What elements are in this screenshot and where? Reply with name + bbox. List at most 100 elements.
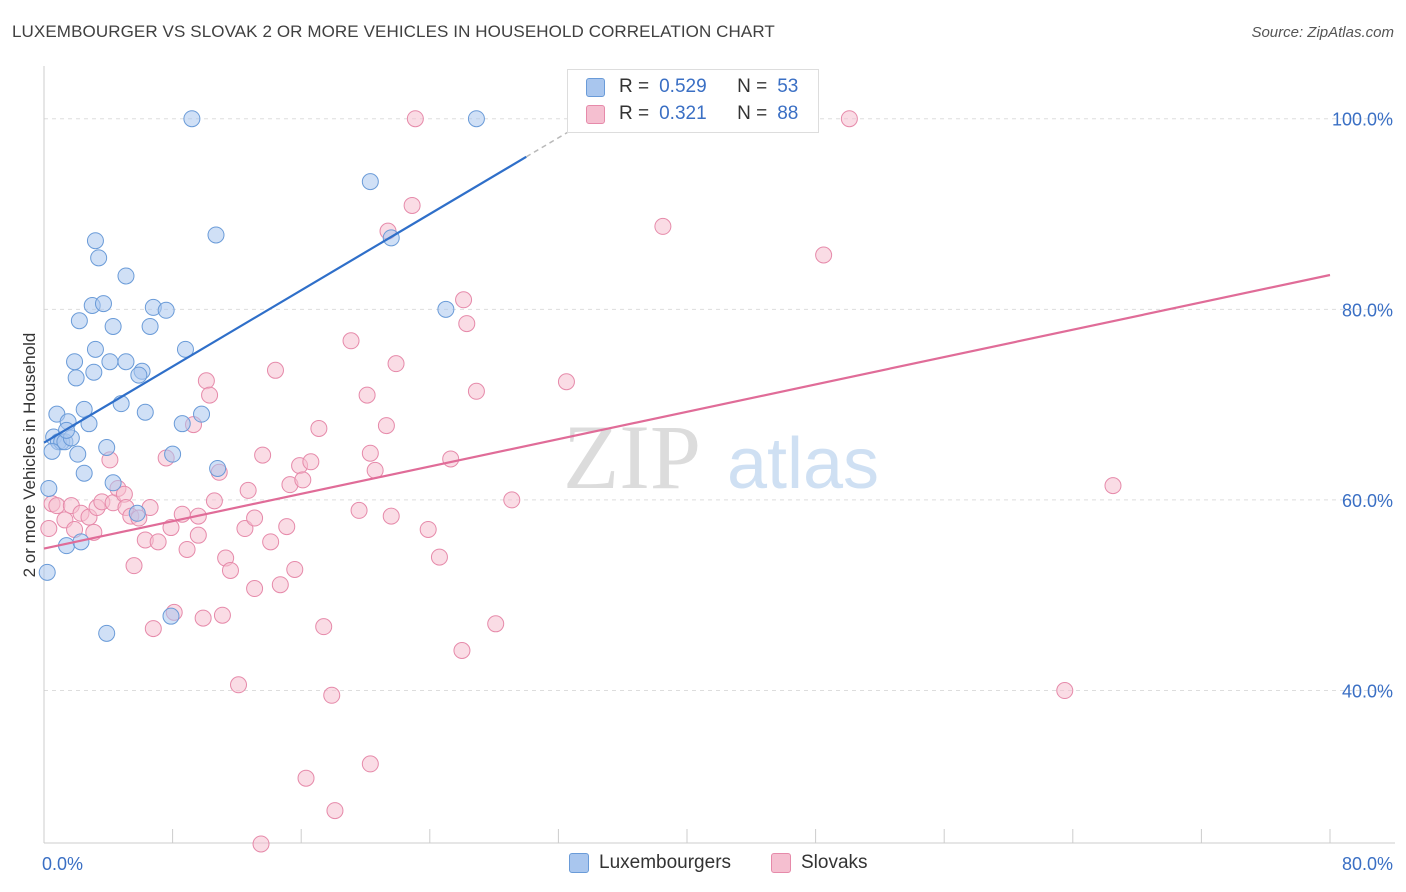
luxembourger-point: [67, 369, 85, 387]
luxembourger-point: [90, 249, 108, 267]
slovak-point: [557, 373, 575, 391]
luxembourger-point: [162, 607, 180, 625]
source-label: Source: ZipAtlas.com: [1251, 24, 1394, 41]
luxembourger-point: [164, 445, 182, 463]
slovak-point: [361, 755, 379, 773]
watermark: ZIP atlas: [563, 406, 879, 508]
legend-r-label: R =: [619, 76, 650, 97]
slovak-point: [252, 835, 270, 853]
slovak-point: [254, 446, 272, 464]
slovak-point: [406, 110, 424, 128]
slovak-point: [654, 217, 672, 235]
legend-r-label: R =: [619, 103, 650, 124]
luxembourger-point: [86, 340, 104, 358]
luxembourger-point: [209, 459, 227, 477]
legend-label-luxembourgers: Luxembourgers: [599, 852, 732, 873]
slovak-point: [358, 386, 376, 404]
legend-swatch-pink: [586, 104, 605, 124]
luxembourger-point: [98, 624, 116, 642]
slovak-point: [278, 518, 296, 536]
y-tick-label: 100.0%: [1332, 110, 1393, 130]
legend-item-slovaks: Slovaks: [771, 852, 868, 874]
axes: [43, 66, 1395, 844]
slovak-point: [315, 618, 333, 636]
legend-item-luxembourgers: Luxembourgers: [569, 852, 731, 874]
legend-n-label: N =: [737, 103, 768, 124]
slovak-point: [201, 386, 219, 404]
luxembourger-point: [207, 226, 225, 244]
luxembourger-point: [94, 295, 112, 313]
luxembourger-point: [70, 312, 88, 330]
slovak-point: [403, 196, 421, 214]
slovak-point: [236, 520, 254, 538]
slovak-point: [194, 609, 212, 627]
luxembourger-point: [98, 439, 116, 457]
y-tick-label: 40.0%: [1342, 682, 1393, 702]
legend-row-slovaks: R = 0.321 N = 88: [586, 102, 798, 126]
luxembourger-point: [66, 353, 84, 371]
slovak-point: [48, 497, 66, 515]
slovak-point: [350, 501, 368, 519]
slovak-point: [246, 509, 264, 527]
slovak-point: [213, 606, 231, 624]
luxembourger-point: [467, 110, 485, 128]
watermark-atlas: atlas: [727, 424, 879, 504]
legend-swatch-blue: [586, 77, 605, 97]
x-tick-label-max: 80.0%: [1342, 854, 1393, 874]
slovak-point: [453, 641, 471, 659]
luxembourger-point: [176, 340, 194, 358]
slovak-point: [266, 361, 284, 379]
legend-n-label: N =: [737, 76, 768, 97]
slovak-point: [382, 507, 400, 525]
slovak-point: [271, 576, 289, 594]
luxembourger-point: [130, 366, 148, 384]
luxembourger-point: [136, 403, 154, 421]
slovak-point: [310, 419, 328, 437]
slovak-point: [503, 491, 521, 509]
slovak-point: [294, 471, 312, 489]
legend-swatch-luxembourgers: [569, 853, 589, 873]
y-tick-label: 60.0%: [1342, 491, 1393, 511]
slovak-point: [246, 580, 264, 598]
slovak-point: [230, 676, 248, 694]
slovak-point: [197, 372, 215, 390]
luxembourger-point: [173, 415, 191, 433]
stats-legend: R = 0.529 N = 53 R = 0.321 N = 88: [567, 69, 819, 133]
watermark-zip: ZIP: [563, 406, 701, 508]
luxembourger-point: [104, 317, 122, 335]
luxembourger-point: [69, 445, 87, 463]
slovak-point: [377, 417, 395, 435]
slovak-point: [487, 615, 505, 633]
slovak-point: [361, 444, 379, 462]
luxembourger-point: [117, 267, 135, 285]
luxembourger-point: [183, 110, 201, 128]
slovak-point: [467, 382, 485, 400]
luxembourger-point: [80, 415, 98, 433]
slovak-point: [221, 561, 239, 579]
legend-swatch-slovaks: [771, 853, 791, 873]
slovak-point: [297, 769, 315, 787]
luxembourger-point: [86, 232, 104, 250]
slovak-point: [286, 560, 304, 578]
slovak-point: [840, 110, 858, 128]
slovak-point: [125, 557, 143, 575]
luxembourger-point: [157, 301, 175, 319]
legend-r-value: 0.529: [659, 76, 707, 97]
luxembourger-point: [85, 363, 103, 381]
slovak-point: [149, 533, 167, 551]
slovak-point: [430, 548, 448, 566]
luxembourger-point: [40, 479, 58, 497]
legend-r-value: 0.321: [659, 103, 707, 124]
luxembourger-point: [38, 563, 56, 581]
luxembourger-point: [101, 353, 119, 371]
y-tick-label: 80.0%: [1342, 300, 1393, 320]
legend-row-luxembourgers: R = 0.529 N = 53: [586, 75, 798, 99]
luxembourger-point: [117, 353, 135, 371]
luxembourger-point: [75, 464, 93, 482]
legend-n-value: 88: [777, 103, 799, 124]
slovak-point: [189, 526, 207, 544]
x-tick-label-min: 0.0%: [42, 854, 83, 874]
slovak-point: [1104, 477, 1122, 495]
luxembourger-point: [437, 300, 455, 318]
slovak-point: [323, 686, 341, 704]
